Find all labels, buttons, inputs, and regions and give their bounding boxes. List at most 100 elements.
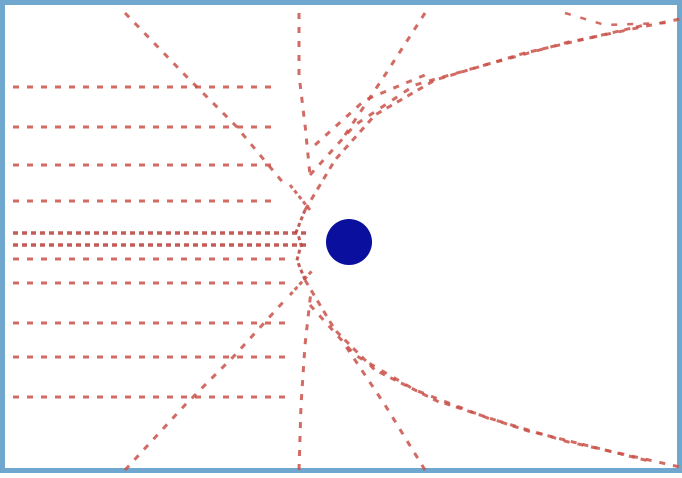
streamline-dash	[304, 210, 305, 214]
streamline-dash	[290, 185, 292, 188]
streamline-dash	[324, 311, 327, 316]
streamline-dash	[496, 60, 502, 62]
streamline-dash	[470, 411, 476, 413]
streamline-dash	[174, 63, 178, 67]
streamline-dash	[407, 93, 412, 96]
streamline-dash	[393, 86, 399, 88]
streamline-dash	[619, 31, 625, 32]
streamline-dash	[456, 72, 462, 74]
streamline-dash	[330, 164, 333, 169]
streamline-dash	[319, 160, 323, 164]
streamline-dash	[422, 465, 425, 470]
streamline-dash	[317, 301, 320, 306]
streamline-dash	[329, 150, 333, 154]
streamline-dash	[444, 401, 450, 403]
streamline-dash	[260, 155, 264, 160]
streamline-dash	[376, 84, 379, 89]
streamline-dash	[659, 462, 665, 463]
streamline-dash	[605, 450, 611, 451]
streamline-dash	[300, 83, 301, 89]
streamline-dash	[443, 75, 449, 77]
streamline-dash	[294, 190, 296, 193]
streamline-dash	[565, 13, 571, 15]
streamline-dash	[310, 305, 314, 309]
streamline-dash	[450, 74, 456, 76]
streamline-dash	[580, 18, 586, 20]
streamline-dash	[387, 105, 392, 108]
streamline-dash	[298, 223, 299, 227]
streamline-dash	[242, 133, 246, 138]
streamline-dash	[345, 130, 348, 135]
streamline-dash	[632, 28, 638, 29]
streamline-dash	[591, 447, 597, 448]
streamline-dash	[550, 437, 556, 439]
streamline-dash	[125, 466, 129, 470]
streamline-dash	[309, 271, 312, 274]
streamline-dash	[564, 441, 570, 443]
streamline-dash	[380, 91, 386, 93]
streamline-dash	[223, 113, 227, 117]
streamline-dash	[393, 417, 396, 422]
streamline-dash	[578, 39, 584, 40]
streamline-dash	[376, 111, 381, 114]
streamline-dash	[523, 53, 529, 55]
streamline-dash	[345, 340, 349, 344]
streamline-dash	[646, 459, 652, 460]
streamline-dash	[309, 166, 310, 172]
streamline-dash	[384, 72, 387, 77]
streamline-dash	[564, 42, 570, 44]
body-circle	[326, 219, 372, 265]
streamline-dash	[392, 97, 397, 100]
streamline-dash	[202, 384, 206, 388]
streamline-dash	[325, 132, 329, 136]
streamline-dash	[311, 195, 314, 200]
streamline-dash	[336, 331, 340, 335]
streamline-dash	[418, 87, 423, 90]
streamline-dash	[415, 453, 418, 458]
streamline-dash	[193, 83, 197, 87]
streamline-dash	[571, 441, 577, 442]
streamline-dash	[278, 176, 282, 181]
streamline-dash	[407, 37, 410, 42]
streamline-dash	[338, 139, 342, 143]
streamline-dash	[172, 414, 176, 418]
streamline-dash	[370, 382, 373, 387]
streamline-dash	[317, 184, 320, 189]
streamline-dash	[302, 97, 303, 103]
streamline-dash	[154, 43, 158, 47]
streamline-dash	[368, 95, 371, 100]
streamline-dash	[397, 99, 402, 102]
streamline-dash	[163, 424, 167, 428]
streamline-dash	[596, 22, 602, 24]
streamline-dash	[429, 79, 435, 81]
streamline-dash	[305, 338, 306, 344]
streamline-dash	[406, 80, 412, 82]
streamline-dash	[400, 429, 403, 434]
streamline-dash	[269, 313, 273, 317]
streamline-dash	[353, 118, 356, 123]
streamline-dash	[233, 123, 237, 127]
streamline-dash	[310, 296, 311, 302]
streamline-dash	[303, 111, 304, 117]
streamline-dash	[360, 107, 363, 112]
streamline-dash	[354, 359, 357, 364]
streamline-dash	[298, 263, 299, 267]
streamline-dash	[324, 174, 327, 179]
streamline-dash	[251, 144, 255, 149]
streamline-dash	[399, 48, 402, 53]
streamline-dash	[543, 48, 549, 49]
streamline-dash	[301, 216, 302, 220]
streamline-dash	[419, 75, 425, 77]
streamline-dash	[212, 374, 216, 378]
streamline-dash	[304, 277, 307, 280]
streamline-dash	[153, 435, 157, 439]
streamline-dash	[299, 250, 300, 254]
streamline-dash	[431, 396, 437, 398]
streamline-dash	[319, 315, 323, 319]
streamline-dash	[231, 354, 235, 358]
streamline-dash	[462, 70, 468, 72]
streamline-dash	[381, 105, 386, 108]
streamline-dash	[135, 23, 139, 27]
streamline-dash	[510, 425, 516, 427]
